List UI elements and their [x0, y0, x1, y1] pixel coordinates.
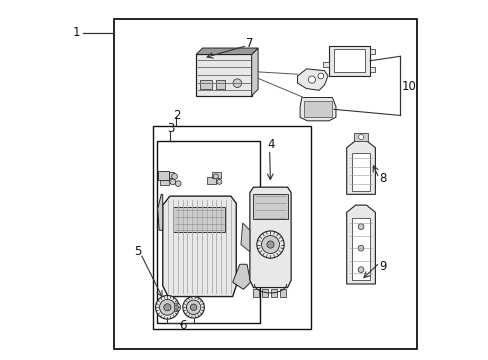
Bar — [253, 289, 259, 297]
Bar — [253, 194, 287, 220]
Circle shape — [163, 304, 171, 311]
Text: 3: 3 — [167, 122, 174, 135]
Circle shape — [233, 79, 241, 87]
Circle shape — [317, 73, 323, 79]
Circle shape — [213, 174, 218, 179]
Circle shape — [190, 304, 196, 311]
Circle shape — [357, 245, 363, 251]
Circle shape — [155, 296, 179, 319]
Bar — [323, 62, 328, 67]
Text: 1: 1 — [72, 27, 80, 40]
Polygon shape — [251, 48, 258, 96]
Bar — [158, 171, 169, 180]
Bar — [280, 289, 285, 297]
Polygon shape — [346, 140, 375, 194]
Bar — [199, 80, 212, 89]
Circle shape — [159, 300, 175, 315]
Bar — [160, 179, 169, 185]
Circle shape — [174, 305, 178, 310]
Polygon shape — [303, 101, 332, 117]
Bar — [212, 172, 221, 178]
Text: 9: 9 — [379, 260, 386, 273]
Circle shape — [357, 224, 363, 229]
Bar — [328, 45, 369, 76]
Bar — [157, 140, 259, 323]
Circle shape — [172, 303, 180, 312]
Polygon shape — [300, 98, 335, 121]
Bar — [153, 126, 310, 329]
Bar — [369, 49, 375, 54]
Bar — [271, 289, 277, 297]
Circle shape — [357, 267, 363, 273]
Text: 2: 2 — [172, 109, 180, 122]
Bar — [196, 54, 251, 96]
Circle shape — [266, 241, 274, 248]
Polygon shape — [297, 69, 327, 90]
Bar — [113, 19, 416, 348]
Bar — [333, 49, 364, 72]
Polygon shape — [346, 205, 375, 284]
Polygon shape — [163, 196, 236, 297]
Circle shape — [308, 76, 315, 83]
Circle shape — [186, 300, 201, 315]
Bar — [215, 80, 224, 89]
Circle shape — [169, 179, 175, 185]
Circle shape — [358, 134, 363, 139]
Bar — [173, 207, 225, 232]
Polygon shape — [232, 264, 250, 289]
Bar — [206, 177, 215, 184]
Circle shape — [183, 297, 204, 318]
Polygon shape — [249, 187, 290, 288]
Text: 10: 10 — [401, 80, 416, 93]
Bar — [353, 134, 367, 140]
Bar — [369, 67, 375, 72]
Text: 6: 6 — [179, 319, 186, 332]
Text: 7: 7 — [246, 37, 253, 50]
Circle shape — [171, 174, 177, 179]
Bar — [164, 172, 174, 178]
Circle shape — [217, 179, 222, 184]
Circle shape — [175, 181, 181, 186]
Polygon shape — [351, 218, 369, 280]
Circle shape — [261, 235, 279, 253]
Circle shape — [256, 231, 284, 258]
Text: 5: 5 — [134, 245, 142, 258]
Bar — [262, 289, 267, 297]
Text: 4: 4 — [266, 138, 274, 150]
Polygon shape — [158, 194, 163, 230]
Polygon shape — [351, 153, 369, 191]
Polygon shape — [196, 48, 258, 54]
Polygon shape — [241, 223, 249, 252]
Text: 8: 8 — [379, 172, 386, 185]
